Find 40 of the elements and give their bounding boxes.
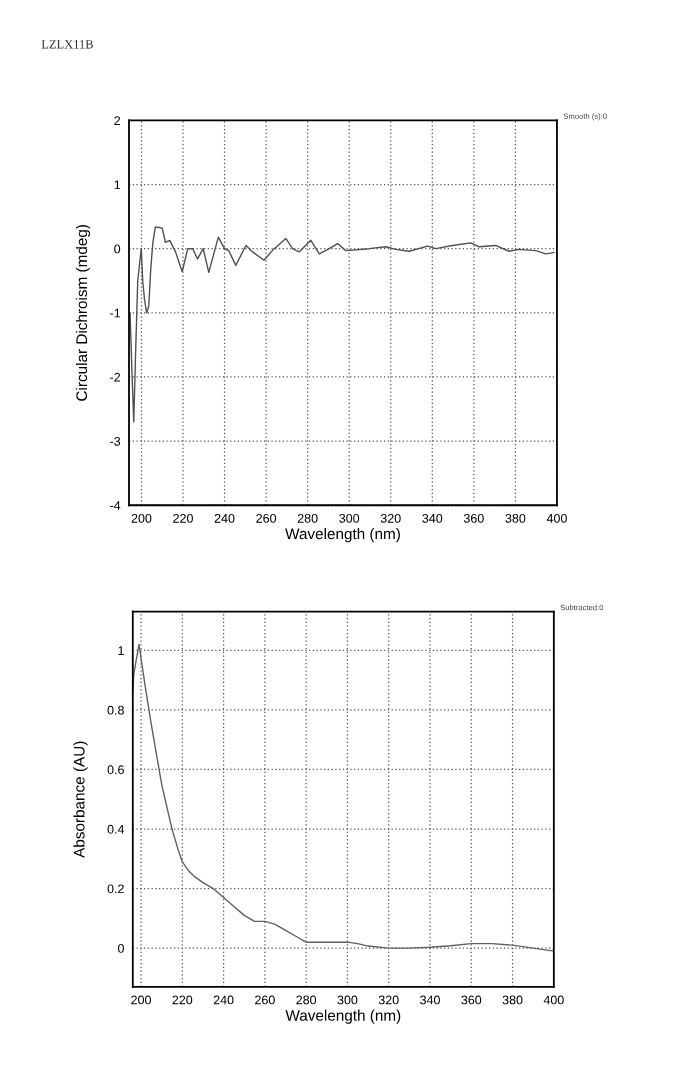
x-tick-label: 360 bbox=[461, 995, 482, 1005]
x-tick-label: 300 bbox=[339, 513, 360, 523]
y-tick-label: 1 bbox=[114, 180, 121, 190]
x-tick-label: 380 bbox=[505, 513, 526, 523]
x-tick-label: 200 bbox=[131, 995, 151, 1005]
x-axis-title: Wavelength (nm) bbox=[285, 1009, 401, 1024]
x-tick-label: 380 bbox=[502, 995, 523, 1005]
y-axis-title: Circular Dichroism (mdeg) bbox=[75, 225, 91, 401]
chart-title: LZLX11B bbox=[41, 40, 93, 49]
y-tick-label: -1 bbox=[110, 308, 121, 318]
x-tick-label: 400 bbox=[546, 513, 567, 523]
x-tick-label: 280 bbox=[297, 513, 318, 523]
x-tick-label: 300 bbox=[337, 995, 358, 1005]
x-tick-label: 260 bbox=[256, 513, 277, 523]
x-tick-label: 400 bbox=[543, 995, 564, 1005]
y-tick-label: -2 bbox=[110, 372, 121, 382]
x-tick-label: 340 bbox=[422, 513, 443, 523]
y-tick-label: -4 bbox=[110, 501, 121, 510]
y-axis-title: Absorbance (AU) bbox=[73, 741, 88, 858]
x-tick-label: 320 bbox=[380, 513, 401, 523]
y-tick-label: -3 bbox=[110, 436, 121, 446]
y-tick-label: 0.2 bbox=[107, 884, 124, 894]
y-tick-label: 1 bbox=[118, 646, 124, 655]
x-tick-label: 240 bbox=[214, 513, 235, 523]
x-tick-label: 260 bbox=[255, 995, 275, 1005]
y-tick-label: 0.8 bbox=[107, 705, 124, 715]
x-tick-label: 320 bbox=[378, 995, 399, 1005]
x-tick-label: 280 bbox=[296, 995, 317, 1005]
y-tick-label: 0.6 bbox=[107, 765, 124, 775]
x-tick-label: 340 bbox=[420, 995, 440, 1005]
y-tick-label: 0 bbox=[114, 244, 121, 254]
x-tick-label: 360 bbox=[463, 513, 484, 523]
x-axis-title: Wavelength (nm) bbox=[285, 528, 400, 543]
y-tick-label: 0.4 bbox=[107, 824, 125, 834]
x-tick-label: 220 bbox=[172, 995, 193, 1005]
x-tick-label: 200 bbox=[131, 513, 152, 523]
y-tick-label: 0 bbox=[117, 943, 124, 953]
x-tick-label: 220 bbox=[173, 513, 193, 523]
y-tick-label: 2 bbox=[114, 116, 121, 125]
x-tick-label: 240 bbox=[213, 995, 234, 1005]
